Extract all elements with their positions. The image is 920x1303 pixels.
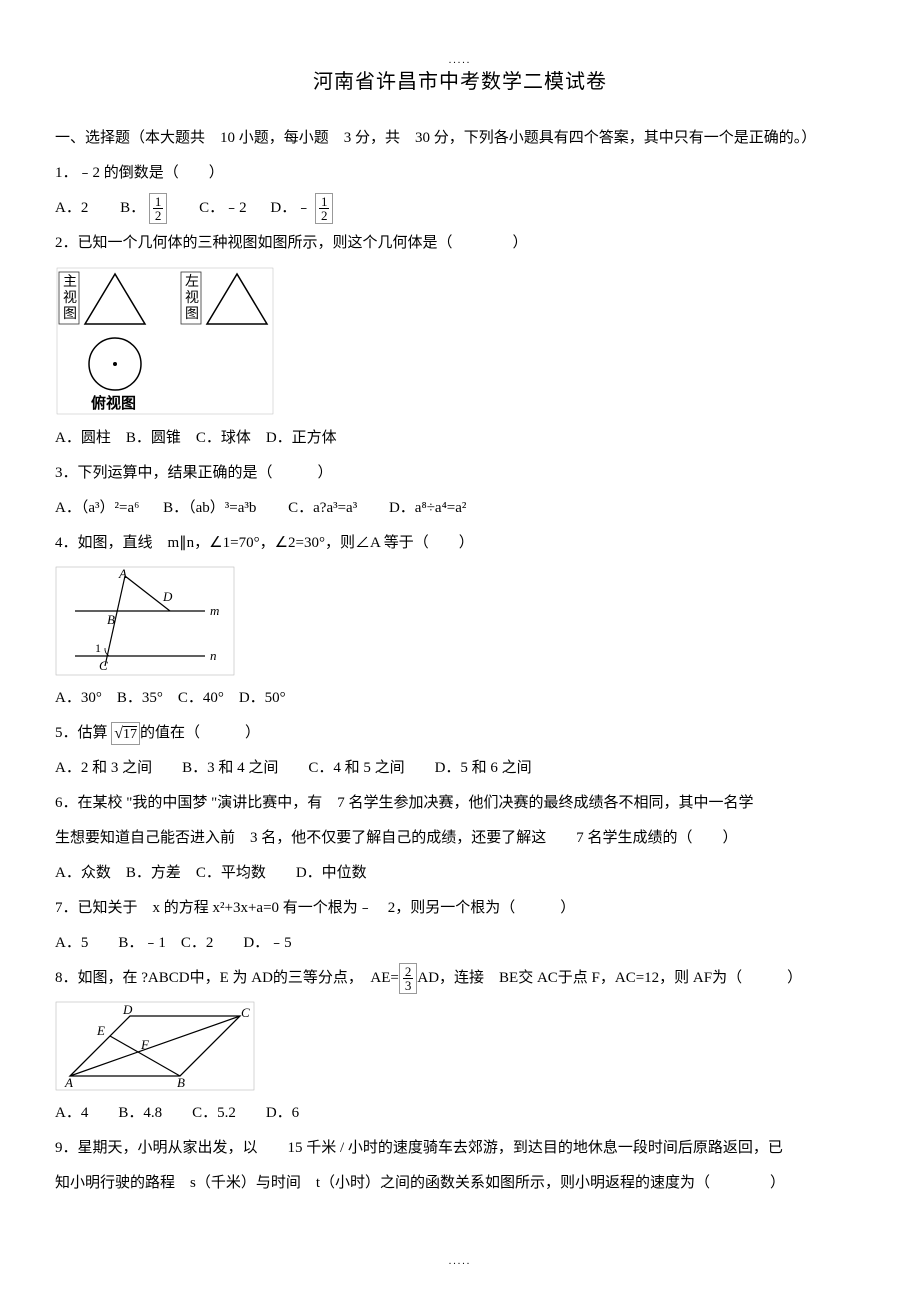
svg-text:D: D: [162, 589, 173, 604]
q9-line2: 知小明行驶的路程 s（千米）与时间 t（小时）之间的函数关系如图所示，则小明返程…: [55, 1167, 865, 1200]
q5-options: A．2 和 3 之间 B．3 和 4 之间 C．4 和 5 之间 D．5 和 6…: [55, 752, 865, 785]
fraction-half-1: 12: [149, 193, 168, 224]
q9-line1: 9．星期天，小明从家出发，以 15 千米 / 小时的速度骑车去郊游，到达目的地休…: [55, 1132, 865, 1165]
svg-text:视: 视: [63, 290, 77, 306]
svg-text:m: m: [210, 603, 219, 618]
q1-opt-c: C．﹣2: [199, 200, 247, 216]
q4-stem: 4．如图，直线 m∥n，∠1=70°，∠2=30°，则∠A 等于（ ）: [55, 527, 865, 560]
svg-text:图: 图: [63, 307, 77, 322]
section-heading: 一、选择题（本大题共 10 小题，每小题 3 分，共 30 分，下列各小题具有四…: [55, 122, 865, 155]
q4-options: A．30° B．35° C．40° D．50°: [55, 682, 865, 715]
q2-stem: 2．已知一个几何体的三种视图如图所示，则这个几何体是（ ）: [55, 227, 865, 260]
svg-text:A: A: [64, 1075, 73, 1090]
q7-stem: 7．已知关于 x 的方程 x²+3x+a=0 有一个根为﹣ 2，则另一个根为（ …: [55, 892, 865, 925]
q5-stem-a: 5．估算: [55, 725, 108, 741]
svg-text:图: 图: [185, 307, 199, 322]
q6-line1: 6．在某校 "我的中国梦 "演讲比赛中，有 7 名学生参加决赛，他们决赛的最终成…: [55, 787, 865, 820]
svg-text:主: 主: [63, 274, 77, 290]
q4-figure: m n A B D C 1: [55, 566, 865, 676]
svg-text:C: C: [241, 1005, 250, 1020]
svg-text:B: B: [107, 612, 115, 627]
q2-figure: 主 视 图 左 视 图 俯视图: [55, 266, 865, 416]
fraction-two-thirds: 23: [399, 963, 418, 994]
q3-stem: 3．下列运算中，结果正确的是（ ）: [55, 457, 865, 490]
svg-text:1: 1: [95, 641, 101, 655]
q1-opt-d: D．﹣: [270, 200, 311, 216]
svg-text:俯视图: 俯视图: [91, 394, 136, 412]
q3-opt-a: A．（a³）²=a⁶: [55, 500, 139, 516]
q8-options: A．4 B．4.8 C．5.2 D．6: [55, 1097, 865, 1130]
q7-options: A．5 B．﹣1 C．2 D．﹣5: [55, 927, 865, 960]
svg-text:n: n: [210, 648, 217, 663]
svg-text:F: F: [140, 1037, 150, 1052]
q1-stem: 1．﹣2 的倒数是（ ）: [55, 157, 865, 190]
q3-opt-b: B．（ab）³=a³b: [163, 500, 256, 516]
q3-opt-d: D．a⁸÷a⁴=a²: [389, 500, 466, 516]
sqrt-17: √17: [111, 722, 140, 746]
q1-opt-a: A．2: [55, 200, 88, 216]
q8-figure: A B C D E F: [55, 1001, 865, 1091]
header-dots: .....: [449, 50, 472, 72]
svg-text:C: C: [99, 658, 108, 673]
svg-text:D: D: [122, 1002, 133, 1017]
svg-text:B: B: [177, 1075, 185, 1090]
q8-stem-b: AD，连接 BE交 AC于点 F，AC=12，则 AF为（ ）: [417, 970, 802, 986]
q3-opt-c: C．a?a³=a³: [288, 500, 357, 516]
footer-dots: .....: [449, 1251, 472, 1273]
svg-text:A: A: [118, 566, 127, 581]
svg-text:视: 视: [185, 290, 199, 306]
q1-opt-b: B．: [120, 200, 145, 216]
q1-options: A．2 B． 12 C．﹣2 D．﹣ 12: [55, 192, 865, 225]
q3-options: A．（a³）²=a⁶ B．（ab）³=a³b C．a?a³=a³ D．a⁸÷a⁴…: [55, 492, 865, 525]
svg-text:E: E: [96, 1023, 105, 1038]
q2-options: A．圆柱 B．圆锥 C．球体 D．正方体: [55, 422, 865, 455]
q8-stem: 8．如图，在 ?ABCD中，E 为 AD的三等分点， AE=23AD，连接 BE…: [55, 962, 865, 995]
q6-options: A．众数 B．方差 C．平均数 D．中位数: [55, 857, 865, 890]
q5-stem-b: 的值在（ ）: [140, 725, 260, 741]
q6-line2: 生想要知道自己能否进入前 3 名，他不仅要了解自己的成绩，还要了解这 7 名学生…: [55, 822, 865, 855]
fraction-half-2: 12: [315, 193, 334, 224]
q5-stem: 5．估算 √17的值在（ ）: [55, 717, 865, 750]
q8-stem-a: 8．如图，在 ?ABCD中，E 为 AD的三等分点， AE=: [55, 970, 399, 986]
svg-text:左: 左: [185, 274, 199, 290]
